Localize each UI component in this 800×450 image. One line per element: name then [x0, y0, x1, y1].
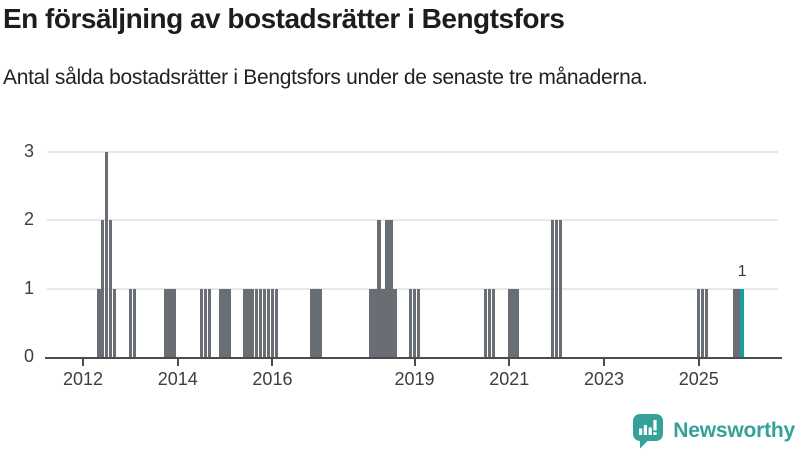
x-axis-tick-2016 — [271, 359, 274, 366]
bar-2016-02 — [274, 288, 279, 357]
bar-2020-09 — [491, 288, 496, 357]
x-axis-tick-2014 — [176, 359, 179, 366]
x-axis-line — [45, 357, 782, 359]
bar-2025-11 — [736, 288, 740, 357]
bar-2022-01 — [554, 220, 559, 357]
x-axis-label-2023: 2023 — [583, 369, 625, 389]
bar-2015-06 — [243, 288, 247, 357]
bar-2018-05 — [381, 288, 385, 357]
page-title: En försäljning av bostadsrätter i Bengts… — [3, 3, 565, 34]
newsworthy-brand-text: Newsworthy — [673, 419, 795, 442]
bar-2021-12 — [550, 220, 555, 357]
bar-2015-09 — [254, 288, 259, 357]
bar-2015-08 — [250, 288, 255, 357]
x-axis-label-2025: 2025 — [678, 369, 719, 389]
x-axis-tick-2012 — [82, 359, 84, 366]
bar-2015-07 — [247, 288, 251, 357]
bar-2025-01 — [696, 288, 701, 357]
gridline-y-3 — [47, 151, 778, 154]
bar-2014-12 — [219, 288, 223, 357]
bar-2017-01 — [318, 288, 322, 357]
bar-2018-04 — [377, 220, 381, 357]
gridline-y-1 — [47, 287, 778, 290]
y-axis-label-0: 0 — [23, 346, 34, 366]
bar-2018-02 — [369, 288, 373, 357]
bar-2021-01 — [507, 288, 512, 357]
newsworthy-speech-bubble-chart-icon — [632, 412, 665, 450]
bar-2019-01 — [412, 288, 417, 357]
latest-value-label: 1 — [737, 262, 747, 280]
bar-2012-09 — [112, 288, 117, 357]
bar-2013-10 — [164, 288, 168, 357]
x-axis-tick-2021 — [508, 359, 511, 366]
bar-2013-11 — [168, 288, 172, 357]
bar-2012-07 — [104, 152, 109, 357]
page-subtitle: Antal sålda bostadsrätter i Bengtsfors u… — [3, 66, 648, 89]
bar-2013-12 — [172, 288, 176, 357]
bar-2015-01 — [223, 288, 227, 357]
bar-2025-10 — [732, 288, 736, 357]
bar-2012-06 — [100, 220, 105, 357]
bar-2018-06 — [385, 220, 389, 357]
bar-2016-01 — [270, 288, 275, 357]
bar-2019-02 — [416, 288, 421, 357]
bar-2020-08 — [487, 288, 492, 357]
bar-2016-11 — [310, 288, 314, 357]
bar-2013-02 — [132, 288, 137, 357]
bar-2025-02 — [700, 288, 705, 357]
bar-2016-12 — [314, 288, 318, 357]
highlight-bar-2025-12 — [740, 288, 744, 357]
bar-2015-02 — [227, 288, 231, 357]
y-axis-label-1: 1 — [23, 277, 34, 298]
x-axis-tick-2019 — [413, 359, 416, 366]
bar-2018-08 — [393, 288, 397, 357]
bar-2013-01 — [128, 288, 133, 357]
x-axis-label-2019: 2019 — [394, 369, 435, 389]
bar-2015-12 — [266, 288, 271, 357]
bar-2018-12 — [408, 288, 413, 357]
bar-2020-07 — [483, 288, 488, 357]
x-axis-label-2012: 2012 — [62, 369, 104, 389]
x-axis-tick-2025 — [697, 359, 700, 366]
bar-2021-02 — [511, 288, 515, 357]
x-axis-label-2014: 2014 — [157, 369, 198, 389]
bar-2015-10 — [258, 288, 263, 357]
x-axis-tick-2023 — [603, 359, 605, 366]
gridline-y-2 — [47, 219, 778, 222]
y-axis-label-2: 2 — [23, 209, 34, 230]
bar-2018-07 — [389, 220, 393, 357]
bar-2014-09 — [207, 288, 212, 357]
bar-2014-07 — [199, 288, 204, 357]
bar-2022-02 — [558, 220, 563, 357]
x-axis-label-2021: 2021 — [489, 369, 530, 389]
newsworthy-logo-link[interactable]: Newsworthy — [632, 412, 795, 450]
bar-2015-11 — [262, 288, 267, 357]
bar-2025-03 — [704, 288, 709, 357]
bar-2021-03 — [515, 288, 519, 357]
x-axis-label-2016: 2016 — [252, 369, 293, 389]
bar-2018-03 — [373, 288, 377, 357]
y-axis-label-3: 3 — [23, 141, 34, 162]
bar-2012-08 — [108, 220, 113, 357]
bar-2012-05 — [97, 288, 101, 357]
bar-2014-08 — [203, 288, 208, 357]
